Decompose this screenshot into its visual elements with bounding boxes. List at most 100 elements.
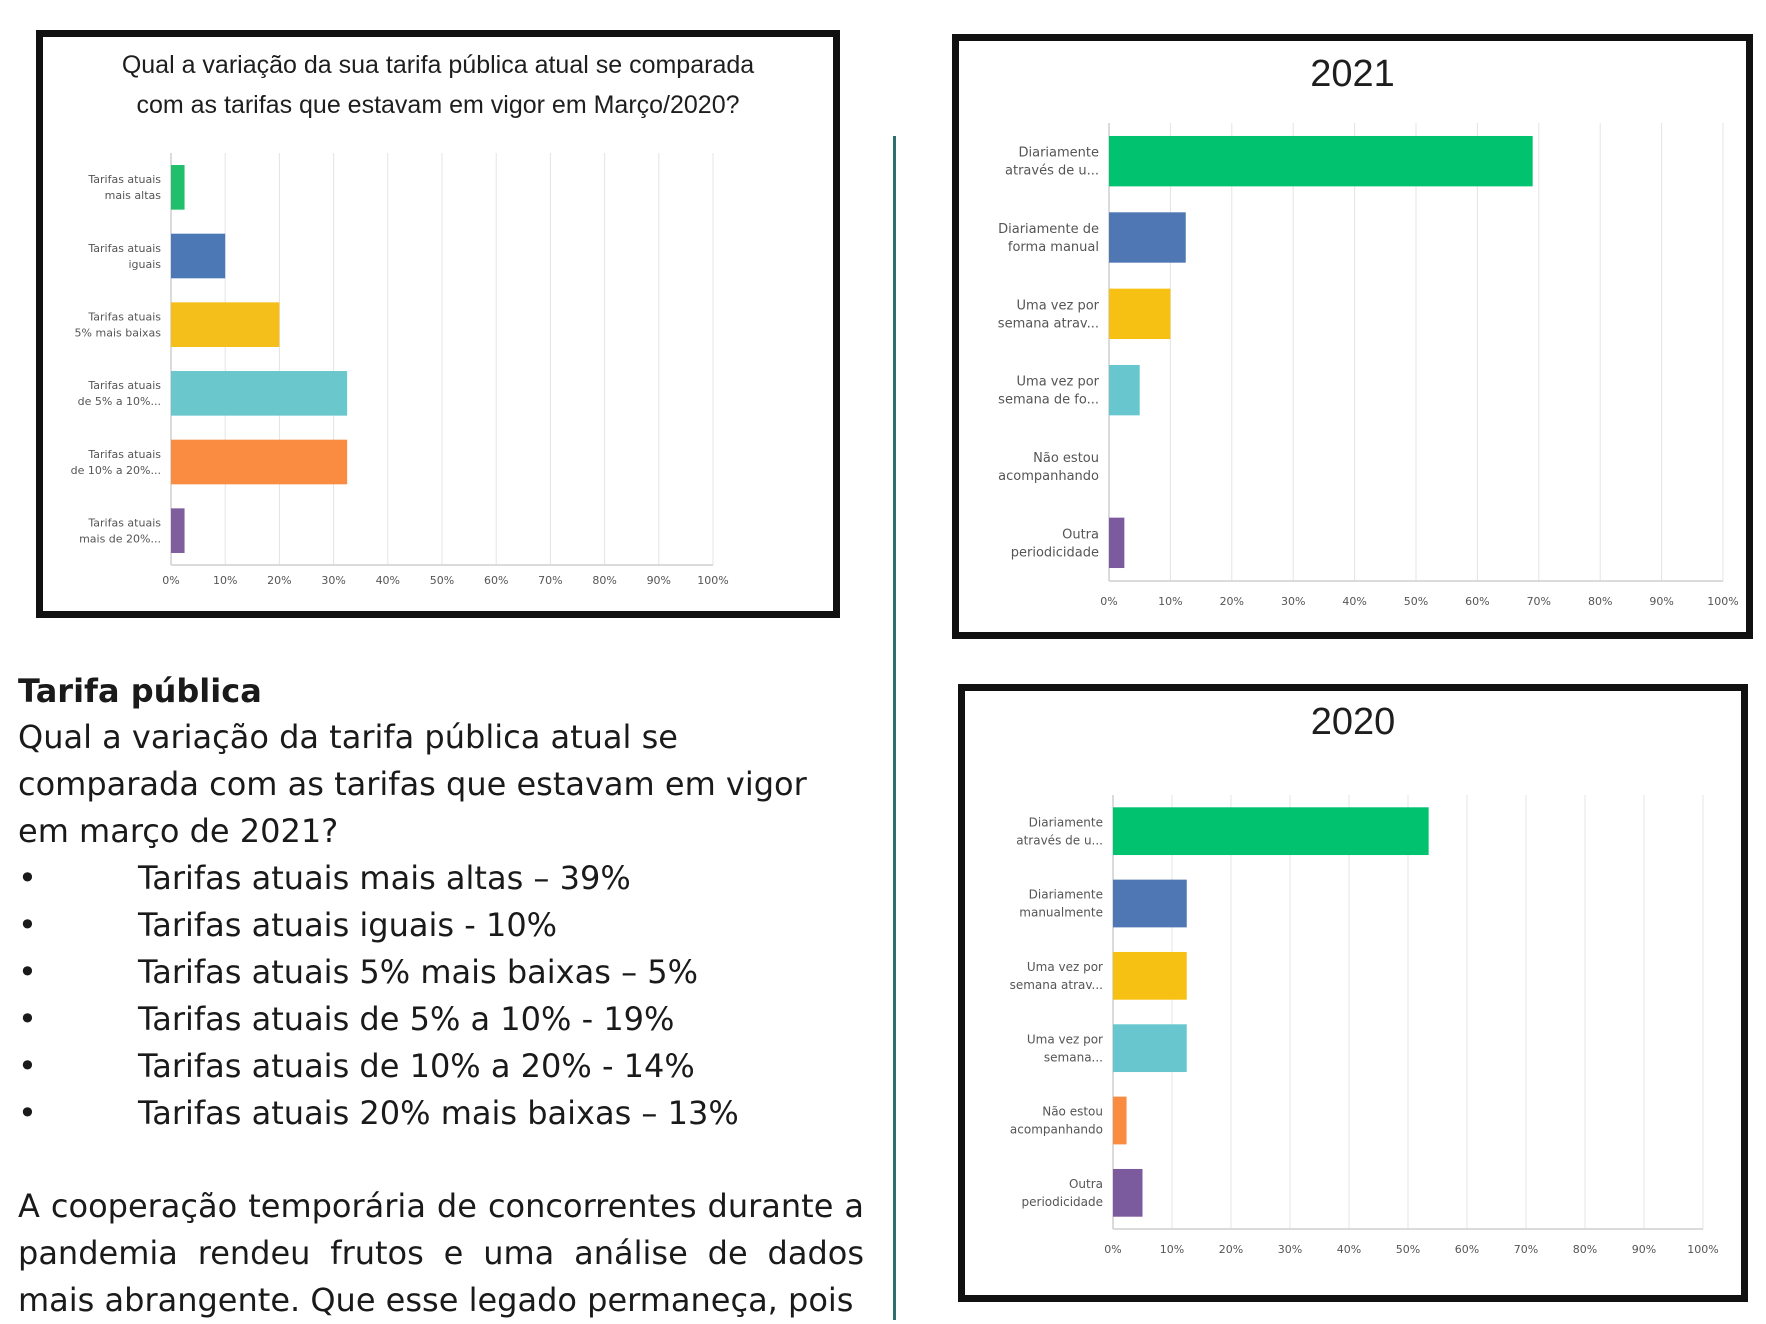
x-tick-label: 20% xyxy=(1219,1243,1243,1256)
x-tick-label: 80% xyxy=(592,574,616,587)
bar xyxy=(171,439,348,485)
list-item-text: Tarifas atuais 5% mais baixas – 5% xyxy=(138,953,698,991)
list-item-text: Tarifas atuais iguais - 10% xyxy=(138,906,558,944)
x-tick-label: 70% xyxy=(538,574,562,587)
category-label: Uma vez por xyxy=(1017,375,1100,390)
category-label: Diariamente xyxy=(1018,146,1099,161)
category-label: Tarifas atuais xyxy=(87,448,161,461)
list-item: • Tarifas atuais de 5% a 10% - 19% xyxy=(18,996,864,1043)
category-label: Uma vez por xyxy=(1027,1032,1103,1046)
x-tick-label: 90% xyxy=(647,574,671,587)
category-label: Uma vez por xyxy=(1017,298,1100,313)
list-item-text: Tarifas atuais mais altas – 39% xyxy=(138,859,631,897)
text-block: Tarifa pública Qual a variação da tarifa… xyxy=(18,668,864,1324)
x-tick-label: 70% xyxy=(1527,595,1551,608)
list-item: • Tarifas atuais mais altas – 39% xyxy=(18,855,864,902)
chart-title-line-2: com as tarifas que estavam em vigor em M… xyxy=(136,91,740,119)
category-label: 5% mais baixas xyxy=(75,327,162,340)
x-tick-label: 100% xyxy=(697,574,728,587)
bar xyxy=(1109,288,1171,340)
category-label: Diariamente xyxy=(1029,815,1103,829)
category-label: Outra xyxy=(1062,527,1099,542)
bullet-icon: • xyxy=(18,1000,37,1038)
bullet-icon: • xyxy=(18,953,37,991)
chart-plot: 0% 10% 20% 30% 40% 50% 60% 70% 80% 90% 100% Diariam… xyxy=(998,123,1739,608)
x-tick-label: 50% xyxy=(430,574,454,587)
category-label: Tarifas atuais xyxy=(87,517,161,530)
category-label: periodicidade xyxy=(1022,1195,1103,1209)
category-label: Tarifas atuais xyxy=(87,311,161,324)
category-label: semana atrav... xyxy=(998,316,1099,331)
list-item-text: Tarifas atuais de 5% a 10% - 19% xyxy=(138,1000,675,1038)
category-label: mais altas xyxy=(105,189,162,202)
x-tick-label: 90% xyxy=(1649,595,1673,608)
bar xyxy=(1109,212,1186,263)
category-label: Não estou xyxy=(1033,451,1099,466)
list-item: • Tarifas atuais 20% mais baixas – 13% xyxy=(18,1090,864,1137)
x-tick-label: 0% xyxy=(1104,1243,1121,1256)
bar xyxy=(171,302,280,347)
category-label: periodicidade xyxy=(1011,545,1099,560)
x-tick-label: 60% xyxy=(1465,595,1489,608)
list-item: • Tarifas atuais de 10% a 20% - 14% xyxy=(18,1043,864,1090)
chart-tarifa-variacao: Qual a variação da sua tarifa pública at… xyxy=(36,30,840,618)
category-label: Não estou xyxy=(1042,1105,1103,1119)
x-tick-label: 100% xyxy=(1707,595,1738,608)
category-label: mais de 20%... xyxy=(79,533,161,546)
category-label: semana atrav... xyxy=(1010,978,1103,992)
chart-title: 2020 xyxy=(1310,701,1396,743)
x-tick-label: 50% xyxy=(1404,595,1428,608)
x-tick-label: 10% xyxy=(213,574,237,587)
x-tick-label: 60% xyxy=(1455,1243,1479,1256)
category-label: acompanhando xyxy=(1010,1123,1103,1137)
section-title: Tarifa pública xyxy=(18,672,262,710)
category-label: manualmente xyxy=(1019,906,1103,920)
x-tick-label: 70% xyxy=(1514,1243,1538,1256)
category-label: através de u... xyxy=(1005,164,1099,179)
bar xyxy=(171,165,185,210)
x-tick-label: 80% xyxy=(1573,1243,1597,1256)
x-tick-label: 40% xyxy=(376,574,400,587)
category-label: acompanhando xyxy=(998,469,1099,484)
x-tick-label: 100% xyxy=(1687,1243,1718,1256)
chart-title-line-1: Qual a variação da sua tarifa pública at… xyxy=(121,51,755,79)
category-label: Uma vez por xyxy=(1027,960,1103,974)
x-tick-label: 20% xyxy=(1220,595,1244,608)
x-tick-label: 30% xyxy=(1281,595,1305,608)
x-tick-label: 0% xyxy=(162,574,179,587)
bar xyxy=(1109,364,1140,416)
category-label: Outra xyxy=(1069,1177,1103,1191)
x-tick-label: 10% xyxy=(1158,595,1182,608)
bar xyxy=(1109,517,1125,569)
category-label: Diariamente de xyxy=(998,222,1099,237)
bar xyxy=(1113,1024,1187,1073)
category-label: Tarifas atuais xyxy=(87,173,161,186)
x-tick-label: 30% xyxy=(1278,1243,1302,1256)
bar xyxy=(1113,1168,1143,1217)
bar xyxy=(171,371,348,416)
x-tick-label: 40% xyxy=(1342,595,1366,608)
bullet-icon: • xyxy=(18,859,37,897)
bar xyxy=(1113,879,1187,928)
chart-title: Qual a variação da sua tarifa pública at… xyxy=(43,45,833,125)
category-label: iguais xyxy=(128,258,161,271)
list-item-text: Tarifas atuais 20% mais baixas – 13% xyxy=(138,1094,739,1132)
bar xyxy=(171,233,226,279)
category-label: Tarifas atuais xyxy=(87,242,161,255)
bar xyxy=(1113,1096,1127,1145)
list-item: • Tarifas atuais 5% mais baixas – 5% xyxy=(18,949,864,996)
category-label: semana... xyxy=(1044,1050,1103,1064)
list-item-text: Tarifas atuais de 10% a 20% - 14% xyxy=(138,1047,695,1085)
x-tick-label: 80% xyxy=(1588,595,1612,608)
bar xyxy=(1113,951,1187,1000)
x-tick-label: 50% xyxy=(1396,1243,1420,1256)
body-paragraph: A cooperação temporária de concorrentes … xyxy=(18,1187,864,1319)
x-tick-label: 0% xyxy=(1100,595,1117,608)
question-text: Qual a variação da tarifa pública atual … xyxy=(18,718,807,850)
bullet-list: • Tarifas atuais mais altas – 39% • Tarifa… xyxy=(18,855,864,1137)
x-tick-label: 20% xyxy=(267,574,291,587)
chart-2020: 2020 0% 10% 20% 30% 40% 50% 60% 70% 80% 90% 100% Di… xyxy=(958,684,1748,1302)
bullet-icon: • xyxy=(18,1094,37,1132)
bar xyxy=(1113,807,1429,856)
category-label: forma manual xyxy=(1008,240,1099,255)
